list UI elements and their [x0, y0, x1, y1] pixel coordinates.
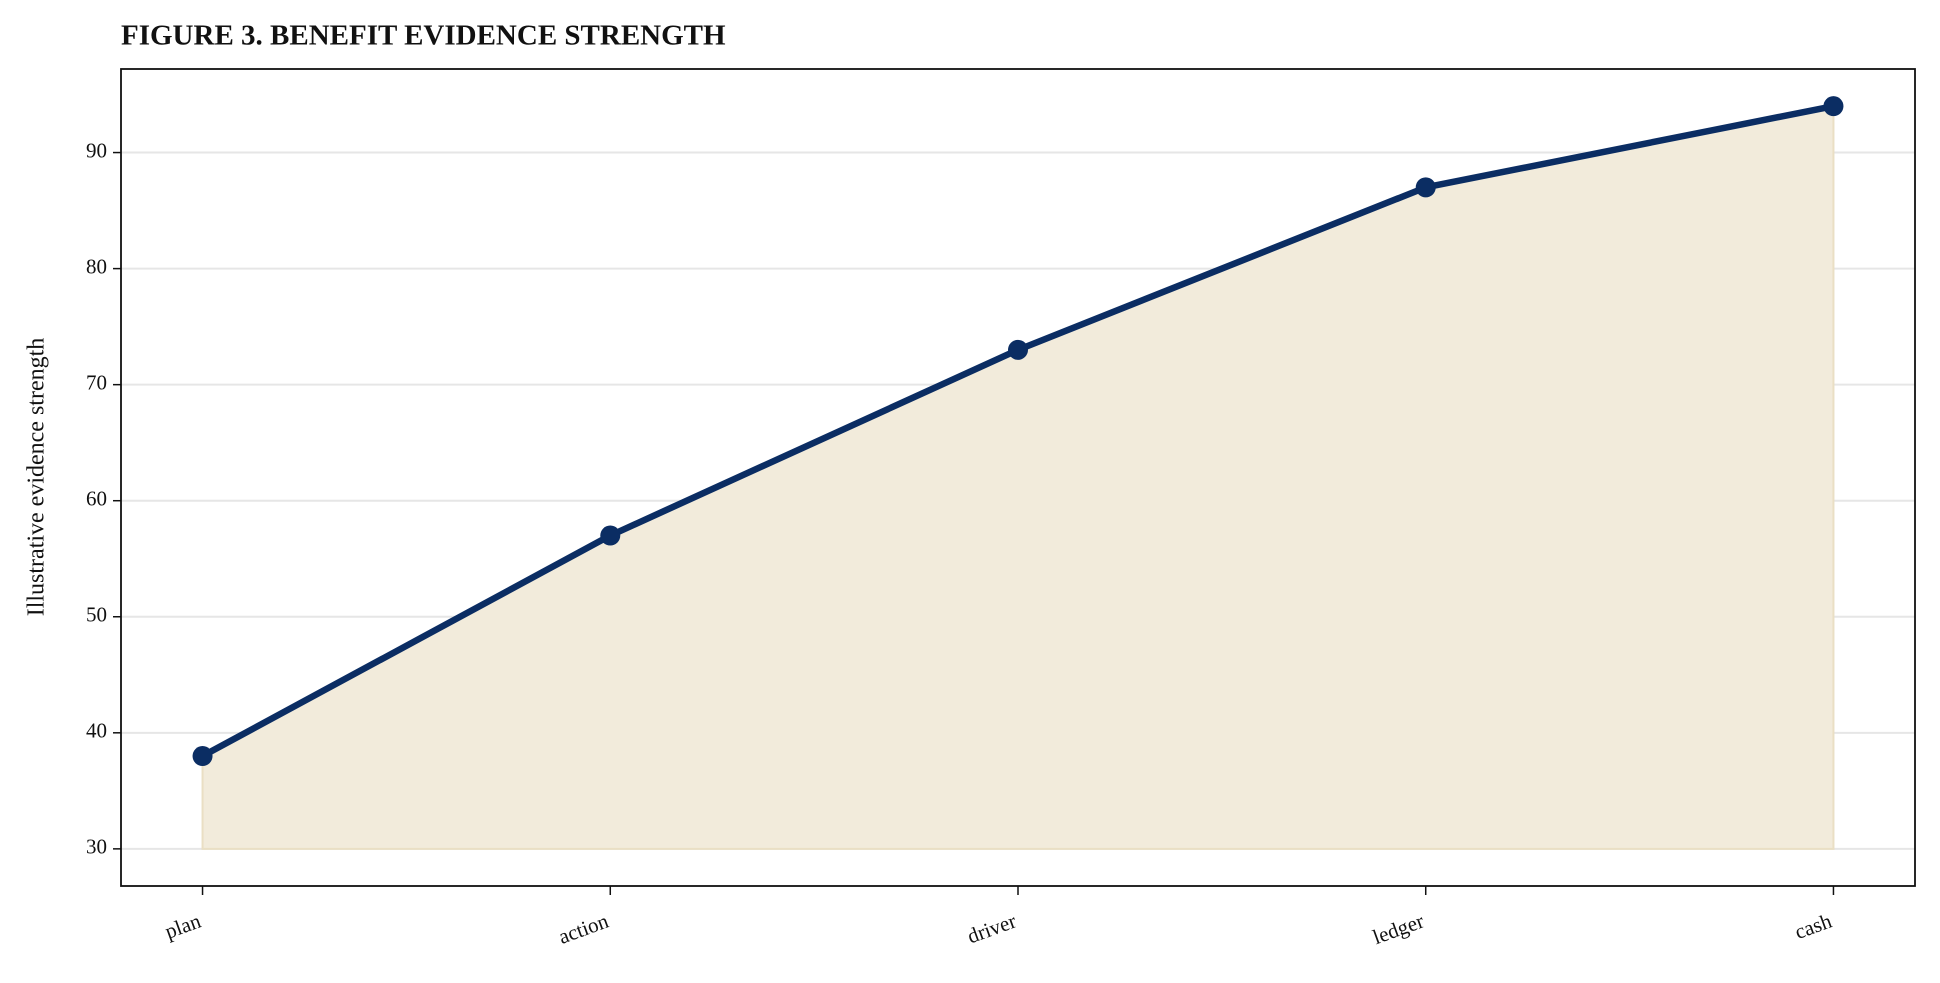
- x-tick-label: cash: [1792, 909, 1836, 944]
- marker: [600, 525, 621, 546]
- y-tick-label: 50: [86, 603, 107, 627]
- marker: [1415, 177, 1436, 198]
- y-tick-label: 90: [86, 138, 107, 162]
- area: [201, 104, 1835, 850]
- y-tick-label: 40: [86, 719, 107, 743]
- plot-frame: [120, 68, 1916, 887]
- y-tick-label: 80: [86, 254, 107, 278]
- x-tick-label: ledger: [1370, 909, 1428, 950]
- x-tick-label: plan: [162, 908, 205, 943]
- x-tick-label: action: [555, 908, 612, 948]
- y-tick-label: 70: [86, 370, 107, 394]
- marker: [1008, 339, 1028, 360]
- marker: [1823, 96, 1844, 117]
- marker: [192, 746, 213, 767]
- chart-title: FIGURE 3. BENEFIT EVIDENCE STRENGTH: [121, 20, 726, 52]
- x-tick-label: driver: [964, 909, 1019, 949]
- y-axis-label: Illustrative evidence strength: [24, 338, 50, 617]
- y-tick-label: 60: [86, 487, 107, 511]
- y-tick-label: 30: [86, 835, 107, 859]
